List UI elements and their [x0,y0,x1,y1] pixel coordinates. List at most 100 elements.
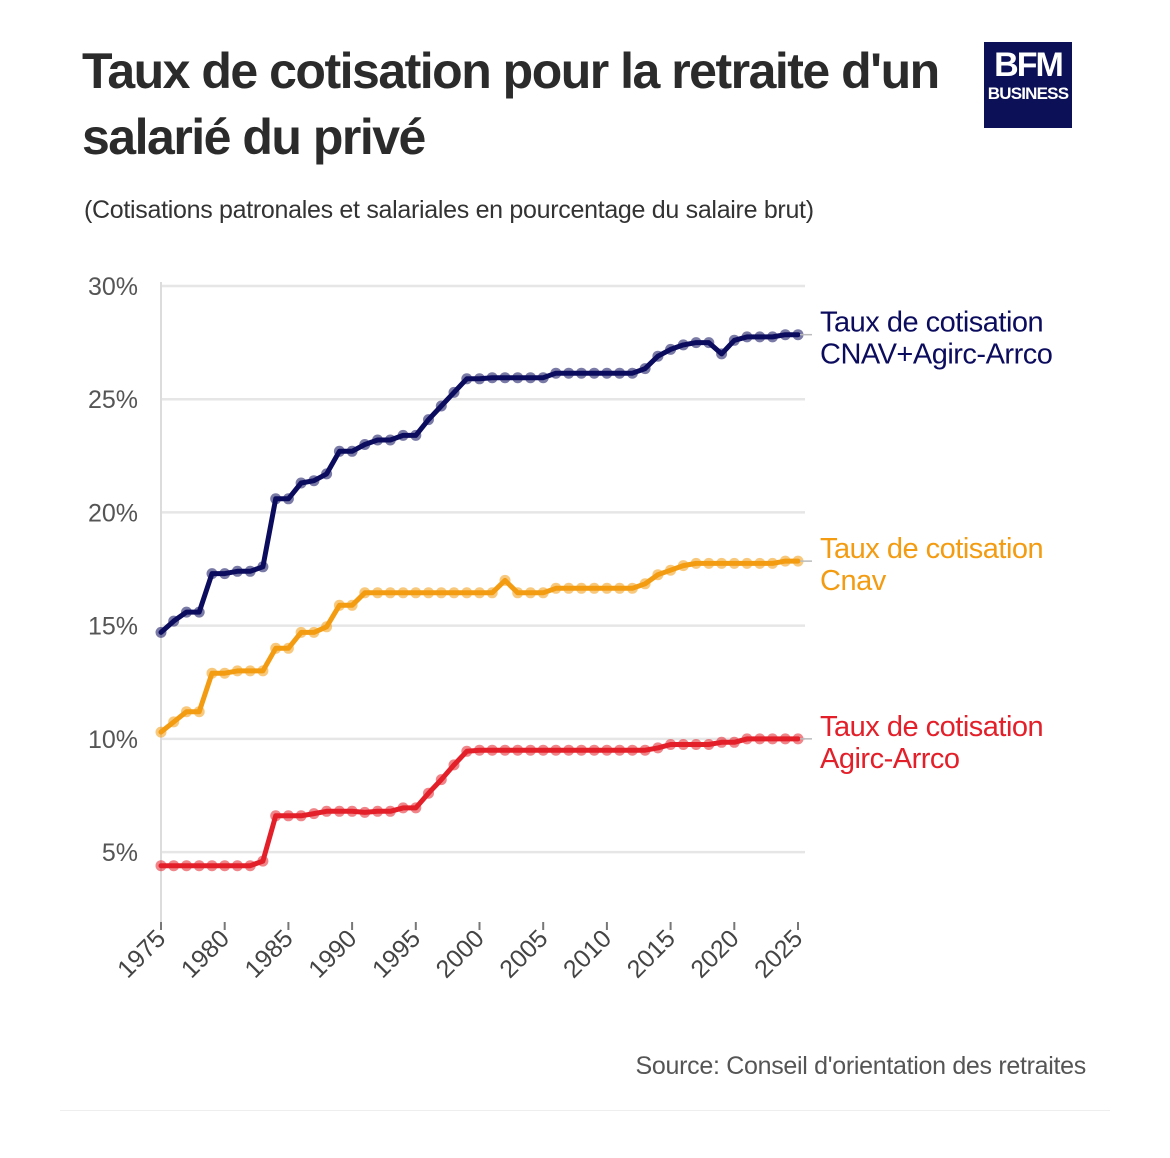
data-point [550,744,562,756]
data-point [677,560,689,572]
x-tick-label: 2010 [558,924,617,983]
data-point [792,733,804,745]
data-point [461,745,473,757]
data-point [231,860,243,872]
data-point [181,860,192,872]
data-point [703,337,715,349]
data-point [244,665,256,677]
data-point [486,587,498,599]
data-point [270,810,282,822]
data-point [563,367,575,379]
data-point [779,555,791,567]
data-point [155,860,167,872]
chart-subtitle: (Cotisations patronales et salariales en… [84,196,814,224]
data-point [716,736,728,748]
data-point [614,744,626,756]
data-point [652,742,664,754]
data-point [219,860,231,872]
bottom-divider [60,1110,1110,1111]
data-point [308,808,320,820]
data-point [665,343,677,355]
data-point [639,578,651,590]
data-point [346,599,358,611]
data-point [384,587,396,599]
data-point [308,626,320,638]
data-point [333,445,345,457]
data-point [575,582,587,594]
data-point [435,774,447,786]
data-point [270,493,282,505]
data-point [244,565,256,577]
x-tick-label: 1995 [367,924,426,983]
data-point [563,744,575,756]
logo-text-business: BUSINESS [987,84,1069,103]
data-point [282,642,294,654]
data-point [168,716,180,728]
data-point [728,736,740,748]
data-point [155,626,167,638]
data-point [525,587,536,599]
data-point [728,334,740,346]
data-point [690,337,702,349]
data-point [716,348,728,360]
data-point [168,615,180,627]
data-point [308,475,320,487]
series-label: CNAV+Agirc-Arrco [820,339,1052,371]
data-point [652,350,664,362]
data-point [550,582,562,594]
x-tick-label: 2020 [685,924,744,983]
data-point [448,759,460,771]
data-point [716,557,728,569]
data-point [639,744,651,756]
x-tick-label: 2000 [431,924,490,983]
data-point [397,587,409,599]
data-point [231,665,243,677]
data-point [499,744,511,756]
data-point [372,587,384,599]
data-point [690,557,702,569]
data-point [219,667,231,679]
bfm-business-logo: BFM BUSINESS [984,42,1072,128]
data-point [767,557,778,569]
data-point [435,587,447,599]
series-label: Taux de cotisation [820,533,1043,565]
data-point [690,739,702,750]
data-point [321,805,333,817]
data-point [588,744,600,756]
data-point [270,642,282,654]
data-point [474,587,485,599]
data-point [665,564,677,576]
data-point [448,386,460,398]
data-point [321,621,333,633]
series-label: Taux de cotisation [820,307,1043,339]
x-tick-label: 1985 [240,924,299,983]
data-point [626,367,638,379]
series-lines [155,329,804,872]
data-point [652,569,664,581]
data-point [206,860,218,872]
data-point [474,373,485,385]
data-point [181,706,192,718]
data-point [754,331,766,343]
data-point [282,810,294,822]
series-line [158,736,801,869]
data-point [448,587,460,599]
series-label: Cnav [820,565,887,597]
data-point [792,555,804,567]
data-point [754,557,766,569]
data-point [155,726,167,738]
data-point [321,468,333,480]
data-point [461,587,473,599]
data-point [767,733,778,745]
series-line [158,558,801,735]
x-tick-label: 1980 [176,924,235,983]
data-point [193,606,205,618]
data-point [257,855,269,867]
x-tick-label: 2005 [494,924,553,983]
data-point [206,667,218,679]
data-point [397,802,409,814]
data-point [474,744,485,756]
data-point [193,860,205,872]
source-note: Source: Conseil d'orientation des retrai… [635,1052,1087,1080]
data-point [486,372,498,384]
